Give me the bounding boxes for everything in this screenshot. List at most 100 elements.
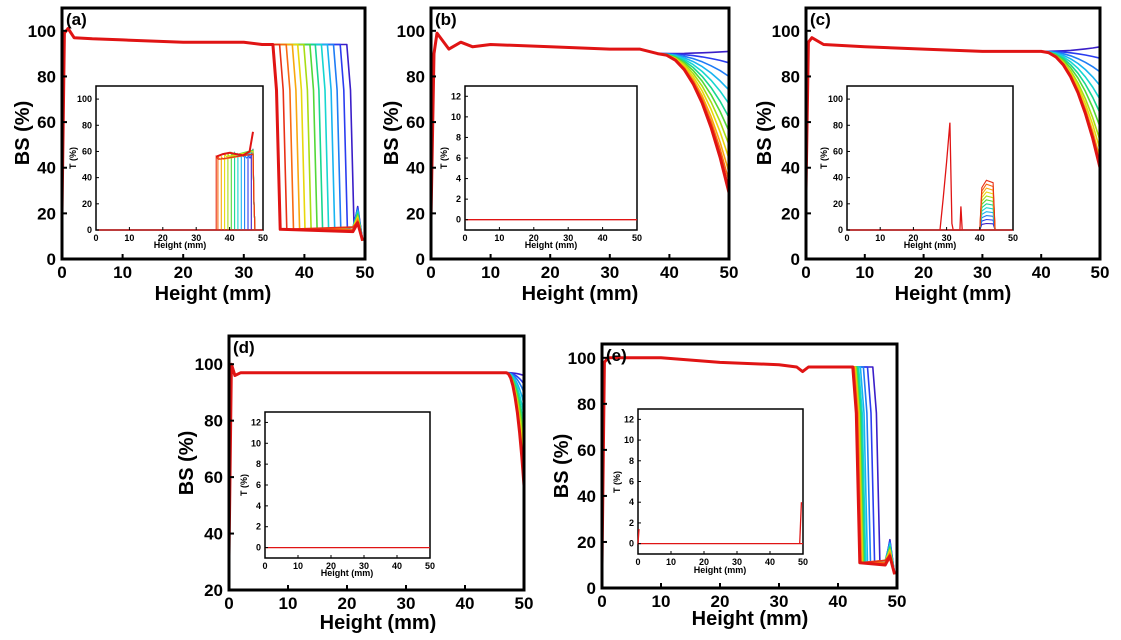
panel-c-x-tick-label-3: 30 [973, 263, 992, 282]
panel-e-xlabel: Height (mm) [692, 608, 809, 630]
panel-d-inset-y-tick-label-4: 8 [256, 459, 261, 469]
panel-a-x-tick-label-2: 20 [174, 263, 193, 282]
panel-c-x-tick-label-1: 10 [855, 263, 874, 282]
panel-d-xlabel: Height (mm) [320, 612, 437, 634]
panel-d-inset-y-tick-label-6: 12 [251, 417, 261, 427]
panel-a-y-tick-label-1: 20 [37, 204, 56, 223]
panel-a-inset-y-tick-label-2: 40 [82, 173, 92, 183]
panel-a-frame [60, 6, 367, 261]
panel-d-x-tick-label-4: 40 [456, 594, 475, 613]
panel-e-inset-x-tick-label-1: 10 [666, 557, 676, 567]
panel-b-ylabel: BS (%) [381, 101, 403, 165]
panel-b-inset-x-tick-label-4: 40 [598, 233, 608, 243]
panel-e-inset-ylabel: T (%) [612, 471, 622, 493]
panel-a-inset-y-tick-label-1: 20 [82, 199, 92, 209]
panel-b-y-tick-label-2: 40 [406, 159, 425, 178]
panel-e-inset-y-tick-label-0: 0 [629, 539, 634, 549]
panel-a-inset-y-tick-label-4: 80 [82, 120, 92, 130]
panel-b-series [429, 31, 731, 218]
panel-c-inset-x-tick-label-5: 50 [1008, 233, 1018, 243]
panel-d-inset-y-tick-label-5: 10 [251, 438, 261, 448]
panel-a-inset-axes: 0 10 20 30 40 50 0 20 40 60 80 100 [77, 94, 268, 243]
panel-e-inset-y-tick-label-5: 10 [624, 435, 634, 445]
panel-c-frame [804, 6, 1102, 261]
panel-b-inset-ylabel: T (%) [439, 147, 449, 169]
panel-b-y-tick-label-0: 0 [416, 250, 425, 269]
panel-a-inset-y-tick-label-3: 60 [82, 146, 92, 156]
panel-d-frame [227, 334, 526, 592]
panel-b-inset-frame [464, 85, 638, 231]
panel-b-inset-y-tick-label-1: 2 [456, 194, 461, 204]
panel-c-inset-y-tick-label-4: 80 [833, 120, 843, 130]
panel-e-inset-y-tick-label-4: 8 [629, 456, 634, 466]
panel-c-xlabel: Height (mm) [895, 283, 1012, 305]
panel-a-inset-y-tick-label-5: 100 [77, 94, 92, 104]
panel-e-inset-axes: 0 10 20 30 40 50 0 2 4 6 8 10 12 [624, 414, 808, 567]
panel-d-x-tick-label-5: 50 [515, 594, 534, 613]
panel-b-inset-x-tick-label-1: 10 [494, 233, 504, 243]
panel-d-inset-y-tick-label-0: 0 [256, 543, 261, 553]
panel-a-inset-x-tick-label-2: 20 [158, 233, 168, 243]
panel-b-y-tick-label-4: 80 [406, 67, 425, 86]
panel-c-y-tick-label-5: 100 [772, 22, 800, 41]
panel-d-inset-x-tick-label-4: 40 [392, 561, 402, 571]
panel-d-inset-x-tick-label-5: 50 [425, 561, 435, 571]
panel-c-y-tick-label-1: 20 [781, 204, 800, 223]
panel-a-ylabel: BS (%) [12, 101, 34, 165]
panel-a-inset-y-tick-label-0: 0 [87, 225, 92, 235]
panel-a-inset-x-tick-label-1: 10 [124, 233, 134, 243]
panel-d-y-tick-label-0: 20 [204, 581, 223, 600]
panel-d-x-tick-label-2: 20 [338, 594, 357, 613]
panel-b-y-tick-label-3: 60 [406, 113, 425, 132]
panel-a-x-tick-label-1: 10 [113, 263, 132, 282]
panel-e-x-tick-label-1: 10 [652, 592, 671, 611]
panel-d-x-tick-label-3: 30 [397, 594, 416, 613]
panel-c-y-tick-label-0: 0 [791, 250, 800, 269]
panel-d-inset-y-tick-label-2: 4 [256, 501, 261, 511]
panel-e-x-tick-label-3: 30 [770, 592, 789, 611]
panel-e-y-tick-label-2: 40 [577, 487, 596, 506]
panel-d-x-tick-label-0: 0 [224, 594, 233, 613]
panel-d-ylabel: BS (%) [176, 431, 198, 495]
panel-b-inset-x-tick-label-5: 50 [632, 233, 642, 243]
panel-b-inset-x-tick-label-3: 30 [563, 233, 573, 243]
panel-e-y-tick-label-0: 0 [587, 579, 596, 598]
panel-b-x-tick-label-3: 30 [600, 263, 619, 282]
panel-c-inset-x-tick-label-3: 30 [942, 233, 952, 243]
panel-a-inset-ylabel: T (%) [68, 147, 78, 169]
panel-c-y-tick-label-4: 80 [781, 67, 800, 86]
panel-c-x-tick-label-0: 0 [801, 263, 810, 282]
panel-e-x-tick-label-2: 20 [711, 592, 730, 611]
panel-c-inset-xlabel: Height (mm) [904, 240, 957, 250]
panel-b-curve-12 [429, 31, 731, 218]
panel-b-inset-y-tick-label-6: 12 [451, 91, 461, 101]
panel-a-y-tick-label-5: 100 [28, 22, 56, 41]
panel-a-curve-12 [60, 27, 365, 242]
panel-c-inset-y-tick-label-1: 20 [833, 199, 843, 209]
panel-e-inset-y-tick-label-2: 4 [629, 497, 634, 507]
panel-b-inset-y-tick-label-4: 8 [456, 132, 461, 142]
panel-e-y-tick-label-4: 80 [577, 395, 596, 414]
panel-c-x-tick-label-5: 50 [1091, 263, 1110, 282]
panel-a-x-tick-label-5: 50 [356, 263, 375, 282]
panel-a-inset-x-tick-label-4: 40 [225, 233, 235, 243]
panel-c-y-tick-label-3: 60 [781, 113, 800, 132]
panel-a-x-tick-label-0: 0 [57, 263, 66, 282]
panel-b-inset-xlabel: Height (mm) [525, 240, 578, 250]
panel-c-inset-ylabel: T (%) [819, 147, 829, 169]
panel-b-inset-y-tick-label-0: 0 [456, 215, 461, 225]
panel-d-label: (d) [233, 338, 255, 357]
panel-a-x-tick-label-3: 30 [234, 263, 253, 282]
panel-a-inset-curve-11 [215, 153, 256, 231]
panel-b-inset-y-tick-label-2: 4 [456, 174, 461, 184]
panel-a-inset-frame [95, 85, 264, 231]
panel-e-inset-xlabel: Height (mm) [694, 565, 747, 575]
panel-b-x-tick-label-0: 0 [426, 263, 435, 282]
panel-d-inset-frame [264, 411, 431, 559]
